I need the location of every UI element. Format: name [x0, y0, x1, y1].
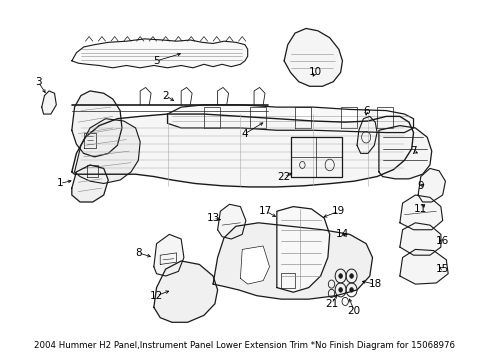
Polygon shape [167, 105, 413, 132]
Polygon shape [72, 91, 122, 157]
Text: 21: 21 [324, 299, 338, 309]
Polygon shape [276, 207, 329, 292]
Polygon shape [72, 39, 247, 68]
Text: 15: 15 [435, 264, 448, 274]
Polygon shape [154, 234, 183, 276]
Polygon shape [72, 114, 413, 187]
Polygon shape [399, 249, 447, 284]
Text: 20: 20 [347, 306, 360, 316]
Text: 9: 9 [417, 181, 423, 191]
Polygon shape [290, 137, 342, 176]
Circle shape [338, 274, 342, 278]
Text: 16: 16 [435, 236, 448, 246]
Text: 7: 7 [409, 146, 416, 156]
Text: 3: 3 [35, 77, 41, 87]
Polygon shape [284, 28, 342, 86]
Text: 19: 19 [331, 206, 345, 216]
Text: 13: 13 [206, 213, 219, 223]
Polygon shape [356, 116, 376, 153]
Text: 5: 5 [153, 56, 160, 66]
Circle shape [349, 274, 353, 278]
Text: 22: 22 [277, 171, 290, 181]
Polygon shape [399, 195, 442, 230]
Polygon shape [154, 261, 217, 322]
Circle shape [349, 288, 353, 292]
Polygon shape [240, 246, 269, 284]
Polygon shape [217, 204, 245, 239]
Text: 2004 Hummer H2 Panel,Instrument Panel Lower Extension Trim *No Finish Diagram fo: 2004 Hummer H2 Panel,Instrument Panel Lo… [34, 341, 454, 350]
Polygon shape [249, 107, 265, 128]
Polygon shape [72, 165, 108, 202]
Text: 10: 10 [308, 67, 321, 77]
Text: 14: 14 [335, 229, 348, 239]
Text: 6: 6 [362, 105, 369, 116]
Polygon shape [294, 107, 311, 128]
Polygon shape [87, 165, 98, 176]
Polygon shape [376, 107, 393, 128]
Circle shape [338, 288, 342, 292]
Text: 17: 17 [259, 206, 272, 216]
Polygon shape [41, 91, 56, 114]
Polygon shape [213, 223, 372, 299]
Polygon shape [399, 223, 440, 255]
Polygon shape [203, 107, 220, 128]
Text: 2: 2 [162, 91, 169, 100]
Text: 18: 18 [368, 279, 381, 289]
Text: 4: 4 [241, 129, 248, 139]
Text: 12: 12 [150, 291, 163, 301]
Polygon shape [281, 273, 294, 288]
Polygon shape [417, 168, 445, 202]
Polygon shape [74, 119, 140, 184]
Text: 8: 8 [135, 248, 142, 258]
Polygon shape [378, 126, 431, 179]
Text: 1: 1 [57, 179, 63, 189]
Polygon shape [340, 107, 356, 128]
Text: 11: 11 [413, 204, 427, 214]
